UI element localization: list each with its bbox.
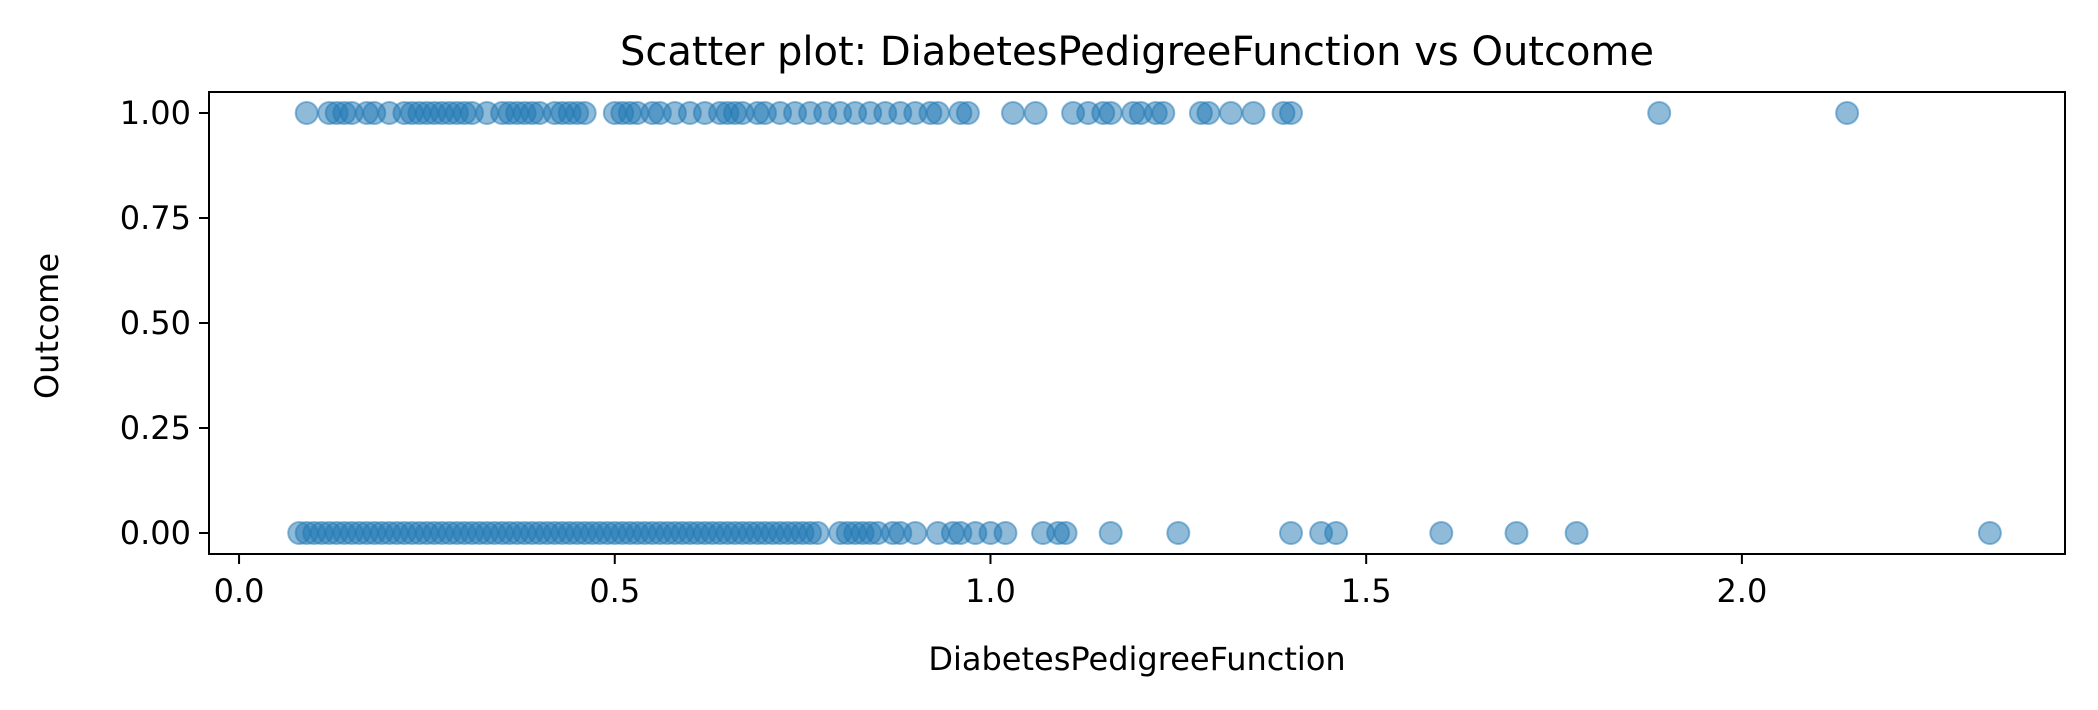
x-axis-ticks: 0.0 0.5 1.0 1.5 2.0	[214, 554, 1767, 610]
data-point-outcome-0-69	[805, 521, 830, 545]
x-axis-label: DiabetesPedigreeFunction	[928, 640, 1345, 678]
data-point-outcome-1-29	[572, 101, 597, 125]
data-point-outcome-1-75	[1647, 101, 1672, 125]
data-point-outcome-1-60	[1023, 101, 1048, 125]
data-point-outcome-1-64	[1098, 101, 1123, 125]
data-point-outcome-1-58	[955, 101, 980, 125]
y-tick-label: 0.25	[120, 409, 191, 447]
y-tick-label: 1.00	[120, 94, 191, 132]
data-point-outcome-1-0	[294, 101, 319, 125]
y-tick-label: 0.75	[120, 199, 191, 237]
data-point-outcome-0-92	[1324, 521, 1349, 545]
data-point-outcome-1-72	[1241, 101, 1266, 125]
y-axis-ticks: 0.00 0.25 0.50 0.75 1.00	[120, 94, 209, 552]
data-point-outcome-1-56	[925, 101, 950, 125]
data-point-outcome-1-74	[1279, 101, 1303, 125]
data-point-outcome-0-96	[1977, 521, 2002, 545]
data-point-outcome-1-71	[1218, 101, 1243, 125]
data-point-outcome-0-95	[1564, 521, 1589, 545]
y-tick-label: 0.50	[120, 304, 191, 342]
data-point-outcome-0-78	[903, 521, 928, 545]
data-point-outcome-0-84	[993, 521, 1018, 545]
data-point-outcome-0-88	[1098, 521, 1123, 545]
x-tick-label: 0.0	[214, 572, 265, 610]
data-point-outcome-0-87	[1053, 521, 1078, 545]
y-axis-label: Outcome	[28, 253, 66, 399]
chart-title: Scatter plot: DiabetesPedigreeFunction v…	[620, 29, 1654, 75]
data-point-outcome-1-76	[1835, 101, 1860, 125]
data-point-outcome-1-68	[1151, 101, 1176, 125]
x-tick-label: 2.0	[1716, 572, 1767, 610]
data-point-outcome-1-59	[1001, 101, 1025, 125]
y-tick-label: 0.00	[120, 514, 191, 552]
data-points	[287, 101, 2002, 545]
data-point-outcome-0-89	[1166, 521, 1191, 545]
x-tick-label: 1.5	[1341, 572, 1392, 610]
x-tick-label: 0.5	[589, 572, 640, 610]
plot-frame	[208, 91, 2066, 555]
data-point-outcome-1-70	[1196, 101, 1221, 125]
data-point-outcome-0-94	[1504, 521, 1529, 545]
x-tick-label: 1.0	[965, 572, 1016, 610]
data-point-outcome-0-93	[1429, 521, 1454, 545]
data-point-outcome-0-90	[1279, 521, 1303, 545]
